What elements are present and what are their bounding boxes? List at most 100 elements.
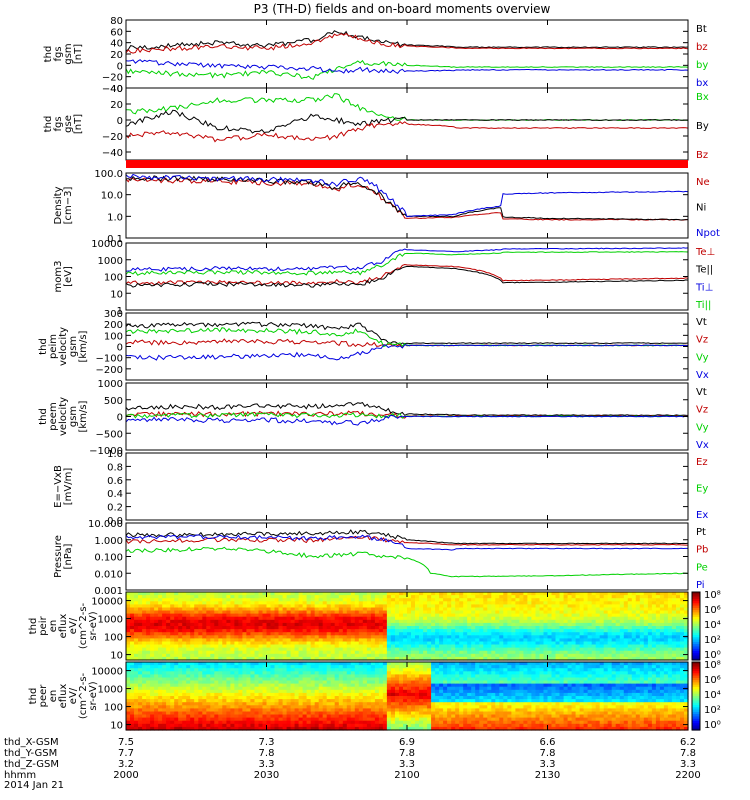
- series-line-black: [125, 265, 689, 288]
- spectrogram-cell: [676, 626, 681, 630]
- spectrogram-cell: [274, 641, 280, 646]
- spectrogram-cell: [599, 656, 605, 661]
- spectrogram-cell: [603, 626, 609, 630]
- spectrogram-cell: [411, 656, 416, 661]
- spectrogram-cell: [435, 607, 440, 612]
- spectrogram-cell: [631, 626, 637, 630]
- spectrogram-cell: [358, 656, 364, 661]
- spectrogram-cell: [523, 595, 528, 599]
- spectrogram-cell: [411, 595, 416, 599]
- spectrogram-cell: [306, 702, 312, 706]
- spectrogram-cell: [399, 650, 404, 655]
- spectrogram-cell: [258, 708, 264, 713]
- spectrogram-cell: [334, 607, 340, 612]
- spectrogram-cell: [338, 665, 344, 669]
- spectrogram-cell: [667, 647, 673, 652]
- spectrogram-cell: [539, 616, 545, 621]
- spectrogram-cell: [186, 689, 191, 694]
- spectrogram-cell: [322, 644, 328, 649]
- spectrogram-cell: [603, 629, 609, 633]
- spectrogram-cell: [684, 629, 689, 633]
- spectrogram-cell: [142, 714, 147, 719]
- spectrogram-cell: [174, 680, 179, 685]
- spectrogram-cell: [238, 598, 243, 602]
- series-line-blue: [125, 344, 689, 361]
- spectrogram-cell: [507, 601, 512, 605]
- spectrogram-cell: [146, 711, 151, 716]
- spectrogram-cell: [190, 686, 195, 691]
- spectrogram-cell: [306, 720, 312, 725]
- spectrogram-cell: [270, 632, 276, 636]
- spectrogram-cell: [346, 686, 352, 691]
- spectrogram-cell: [559, 598, 565, 602]
- spectrogram-cell: [226, 686, 231, 691]
- spectrogram-cell: [627, 644, 633, 649]
- spectrogram-cell: [503, 598, 508, 602]
- spectrogram-cell: [495, 629, 500, 633]
- spectrogram-cell: [635, 616, 641, 621]
- spectrogram-cell: [583, 601, 589, 605]
- spectrogram-cell: [226, 671, 231, 675]
- spectrogram-cell: [282, 598, 288, 602]
- spectrogram-cell: [266, 717, 272, 722]
- spectrogram-cell: [499, 622, 504, 627]
- spectrogram-cell: [158, 665, 163, 669]
- spectrogram-cell: [278, 607, 284, 612]
- spectrogram-cell: [334, 650, 340, 655]
- spectrogram-cell: [126, 635, 131, 639]
- spectrogram-cell: [290, 592, 296, 596]
- spectrogram-cell: [390, 656, 396, 661]
- spectrogram-cell: [354, 686, 360, 691]
- spectrogram-cell: [330, 601, 336, 605]
- spectrogram-cell: [266, 604, 272, 609]
- spectrogram-cell: [571, 610, 577, 615]
- spectrogram-cell: [306, 613, 312, 618]
- spectrogram-cell: [519, 610, 524, 615]
- spectrogram-cell: [230, 598, 235, 602]
- spectrogram-cell: [399, 662, 404, 666]
- spectrogram-cell: [266, 665, 272, 669]
- y-tick-label: 100: [104, 331, 123, 342]
- spectrogram-cell: [370, 677, 376, 682]
- spectrogram-cell: [302, 626, 308, 630]
- spectrogram-cell: [294, 635, 300, 639]
- spectrogram-cell: [535, 650, 541, 655]
- spectrogram-cell: [246, 723, 251, 728]
- spectrogram-cell: [210, 595, 215, 599]
- spectrogram-cell: [419, 613, 424, 618]
- spectrogram-cell: [314, 696, 320, 700]
- spectrogram-cell: [350, 708, 356, 713]
- spectrogram-cell: [302, 683, 308, 688]
- spectrogram-cell: [158, 717, 163, 722]
- spectrogram-cell: [334, 610, 340, 615]
- spectrogram-cell: [238, 635, 243, 639]
- spectrogram-cell: [346, 692, 352, 697]
- spectrogram-cell: [611, 604, 617, 609]
- spectrogram-cell: [166, 665, 171, 669]
- spectrogram-cell: [322, 626, 328, 630]
- spectrogram-cell: [475, 644, 480, 649]
- spectrogram-cell: [250, 699, 255, 703]
- spectrogram-cell: [334, 708, 340, 713]
- spectrogram-cell: [246, 674, 251, 679]
- spectrogram-cell: [190, 653, 195, 658]
- spectrogram-cell: [186, 692, 191, 697]
- spectrogram-cell: [206, 613, 211, 618]
- spectrogram-cell: [627, 595, 633, 599]
- spectrogram-cell: [246, 635, 251, 639]
- spectrogram-cell: [374, 680, 380, 685]
- spectrogram-cell: [214, 720, 219, 725]
- spectrogram-cell: [399, 705, 404, 709]
- y-tick-label: 1000: [98, 256, 123, 267]
- spectrogram-cell: [507, 619, 512, 624]
- spectrogram-cell: [162, 702, 167, 706]
- spectrogram-cell: [298, 692, 304, 697]
- spectrogram-cell: [362, 705, 368, 709]
- spectrogram-cell: [258, 635, 264, 639]
- spectrogram-cell: [250, 705, 255, 709]
- spectrogram-cell: [378, 613, 384, 618]
- spectrogram-cell: [162, 680, 167, 685]
- spectrogram-cell: [680, 613, 685, 618]
- spectrogram-cell: [499, 632, 504, 636]
- spectrogram-cell: [330, 705, 336, 709]
